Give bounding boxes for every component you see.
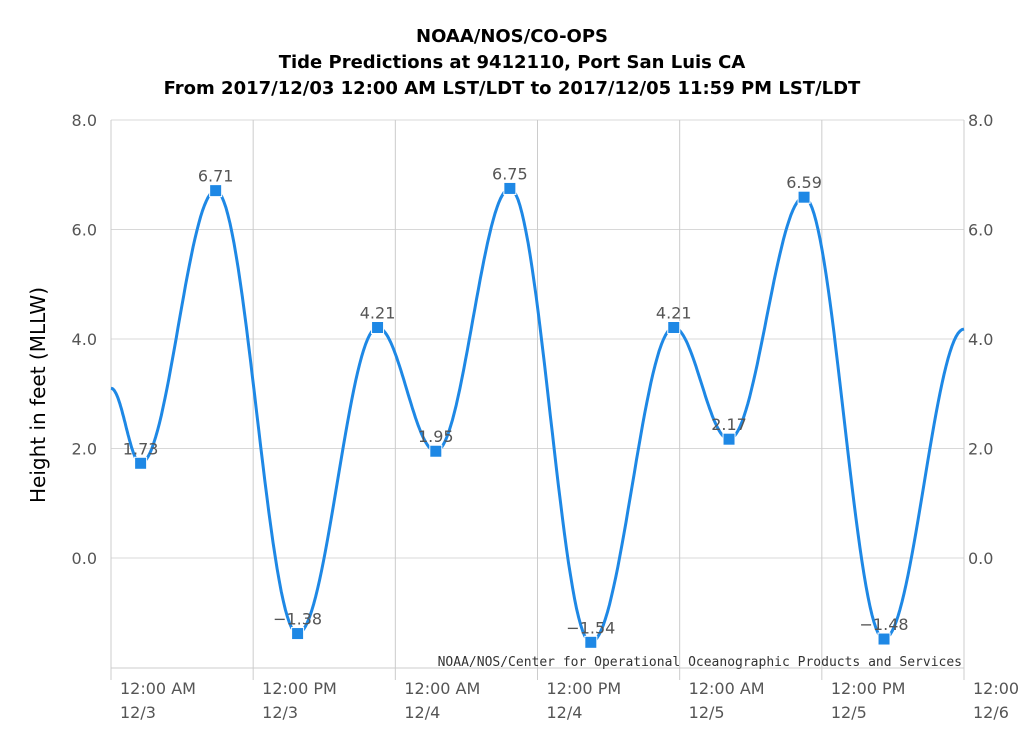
y-tick-label-right: 6.0	[968, 221, 993, 240]
y-tick-label-right: 0.0	[968, 549, 993, 568]
x-tick-label-date: 12/4	[547, 703, 583, 722]
data-label: 1.95	[418, 427, 454, 446]
credit-text: NOAA/NOS/Center for Operational Oceanogr…	[438, 655, 962, 670]
chart-titles: NOAA/NOS/CO-OPS Tide Predictions at 9412…	[0, 24, 1024, 102]
chart-subtitle-2: From 2017/12/03 12:00 AM LST/LDT to 2017…	[163, 78, 861, 99]
data-point-marker	[371, 321, 385, 335]
x-tick-label-time: 12:00 PM	[262, 679, 337, 698]
data-point-marker	[429, 444, 443, 458]
x-tick-label-time: 12:00 PM	[831, 679, 906, 698]
data-points: 1.73 6.71 −1.38 4.21 1.95 6.75 −1.54 4.21 2.17 6.…	[123, 164, 909, 649]
data-label: 1.73	[123, 439, 159, 458]
y-tick-label-right: 2.0	[968, 440, 993, 459]
y-axis-ticks: 0.0 0.0 2.0 2.0 4.0 4.0 6.0 6.0 8.0 8.0	[72, 111, 994, 568]
data-label: −1.48	[860, 615, 909, 634]
data-point-marker	[667, 321, 681, 335]
data-label: 2.17	[711, 415, 747, 434]
y-tick-label-left: 0.0	[72, 549, 97, 568]
x-axis-ticks: 12:00 AM 12/3 12:00 PM 12/3 12:00 AM 12/4 12:0…	[120, 679, 1019, 722]
data-label: 4.21	[656, 304, 692, 323]
data-point-marker	[503, 181, 517, 195]
data-label: −1.54	[566, 618, 615, 637]
y-tick-label-right: 8.0	[968, 111, 993, 130]
y-tick-label-right: 4.0	[968, 330, 993, 349]
data-point-marker	[584, 635, 598, 649]
x-tick-label-time: 12:00 PM	[547, 679, 622, 698]
data-point-marker	[209, 184, 223, 198]
y-axis-label: Height in feet (MLLW)	[26, 287, 50, 503]
x-tick-label-time: 12:00 AM	[120, 679, 196, 698]
grid	[110, 119, 965, 680]
data-point-marker	[722, 432, 736, 446]
data-label: 6.75	[492, 164, 528, 183]
x-tick-label-time: 12:00	[973, 679, 1019, 698]
data-point-marker	[797, 190, 811, 204]
x-tick-label-time: 12:00 AM	[689, 679, 765, 698]
x-tick-label-date: 12/5	[831, 703, 867, 722]
chart-title: NOAA/NOS/CO-OPS	[416, 26, 608, 47]
x-tick-label-date: 12/3	[120, 703, 156, 722]
data-label: 4.21	[360, 304, 396, 323]
x-tick-label-date: 12/4	[404, 703, 440, 722]
data-point-marker	[291, 627, 305, 641]
data-label: −1.38	[273, 610, 322, 629]
data-point-marker	[134, 456, 148, 470]
x-tick-label-time: 12:00 AM	[404, 679, 480, 698]
data-label: 6.59	[786, 173, 822, 192]
x-tick-label-date: 12/5	[689, 703, 725, 722]
y-tick-label-left: 8.0	[72, 111, 97, 130]
y-tick-label-left: 4.0	[72, 330, 97, 349]
chart-subtitle-1: Tide Predictions at 9412110, Port San Lu…	[278, 52, 746, 73]
data-point-marker	[877, 632, 891, 646]
y-tick-label-left: 6.0	[72, 221, 97, 240]
y-tick-label-left: 2.0	[72, 440, 97, 459]
x-tick-label-date: 12/3	[262, 703, 298, 722]
x-tick-label-date: 12/6	[973, 703, 1009, 722]
data-label: 6.71	[198, 167, 234, 186]
